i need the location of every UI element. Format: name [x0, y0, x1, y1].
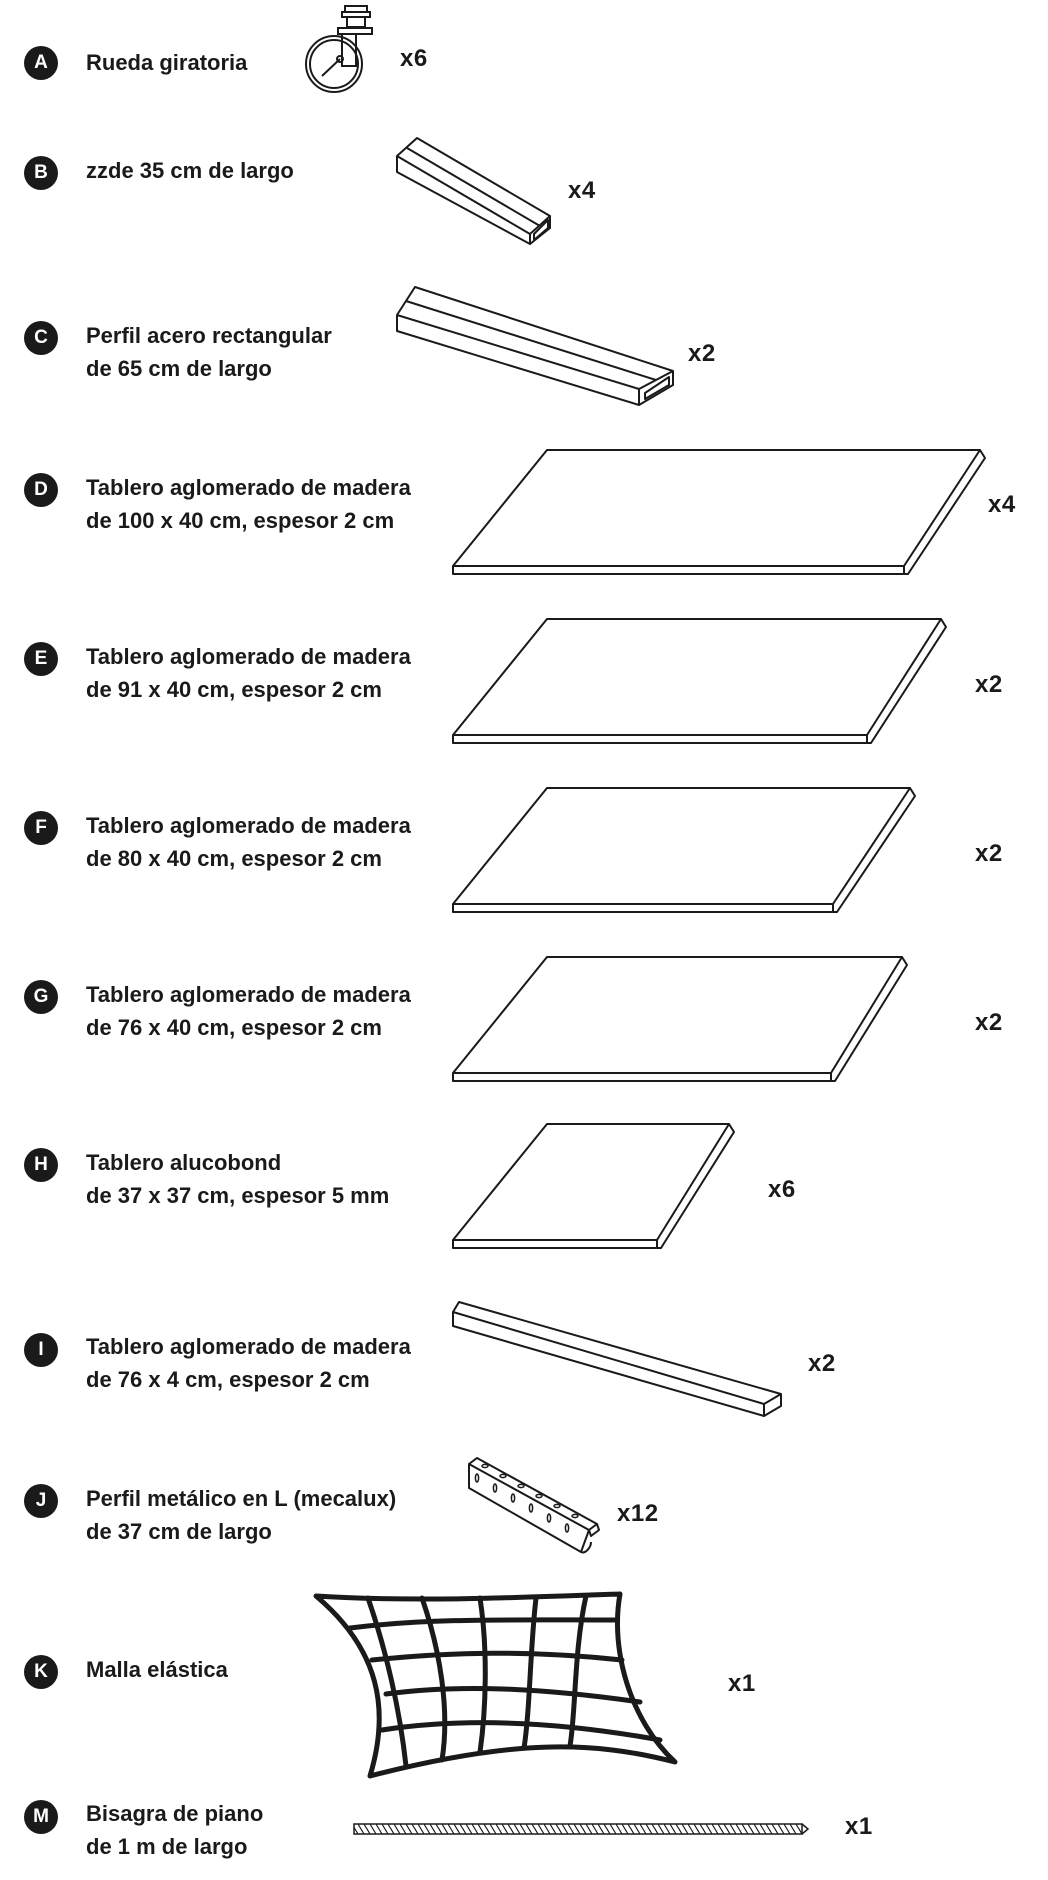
quantity-label: x6 — [768, 1176, 796, 1204]
wood-board-icon — [451, 786, 917, 914]
quantity-label: x6 — [400, 45, 428, 73]
quantity-label: x4 — [988, 491, 1016, 519]
piano-hinge-icon — [352, 1822, 810, 1836]
part-description: Tablero alucobond de 37 x 37 cm, espesor… — [86, 1146, 389, 1212]
quantity-label: x2 — [975, 1009, 1003, 1037]
part-description: Tablero aglomerado de madera de 80 x 40 … — [86, 809, 411, 875]
part-letter-badge: J — [24, 1484, 58, 1518]
part-letter-badge: A — [24, 46, 58, 80]
quantity-label: x2 — [975, 840, 1003, 868]
swivel-caster-icon — [300, 4, 380, 100]
slotted-angle-profile-icon — [465, 1456, 605, 1556]
part-description: Bisagra de piano de 1 m de largo — [86, 1797, 263, 1863]
part-letter-badge: F — [24, 811, 58, 845]
part-letter-badge: E — [24, 642, 58, 676]
part-description: Perfil metálico en L (mecalux) de 37 cm … — [86, 1482, 396, 1548]
part-description: zzde 35 cm de largo — [86, 154, 294, 187]
part-letter-badge: M — [24, 1800, 58, 1834]
part-letter-badge: H — [24, 1148, 58, 1182]
part-letter-badge: I — [24, 1333, 58, 1367]
rectangular-tube-short-icon — [395, 136, 560, 246]
quantity-label: x4 — [568, 177, 596, 205]
quantity-label: x2 — [975, 671, 1003, 699]
quantity-label: x1 — [728, 1670, 756, 1698]
quantity-label: x12 — [617, 1500, 659, 1528]
wood-board-icon — [451, 617, 947, 745]
part-letter-badge: B — [24, 156, 58, 190]
quantity-label: x1 — [845, 1813, 873, 1841]
part-description: Tablero aglomerado de madera de 91 x 40 … — [86, 640, 411, 706]
part-description: Rueda giratoria — [86, 46, 247, 79]
part-description: Tablero aglomerado de madera de 76 x 40 … — [86, 978, 411, 1044]
wood-board-icon — [451, 448, 987, 576]
quantity-label: x2 — [688, 340, 716, 368]
wood-board-icon — [451, 955, 911, 1083]
part-letter-badge: K — [24, 1655, 58, 1689]
elastic-net-icon — [310, 1590, 680, 1780]
part-letter-badge: G — [24, 980, 58, 1014]
part-description: Tablero aglomerado de madera de 100 x 40… — [86, 471, 411, 537]
part-description: Tablero aglomerado de madera de 76 x 4 c… — [86, 1330, 411, 1396]
wood-strip-icon — [451, 1300, 787, 1418]
part-letter-badge: C — [24, 321, 58, 355]
part-description: Malla elástica — [86, 1653, 228, 1686]
part-letter-badge: D — [24, 473, 58, 507]
rectangular-tube-long-icon — [395, 285, 675, 405]
part-description: Perfil acero rectangular de 65 cm de lar… — [86, 319, 332, 385]
alucobond-panel-icon — [451, 1122, 737, 1252]
quantity-label: x2 — [808, 1350, 836, 1378]
